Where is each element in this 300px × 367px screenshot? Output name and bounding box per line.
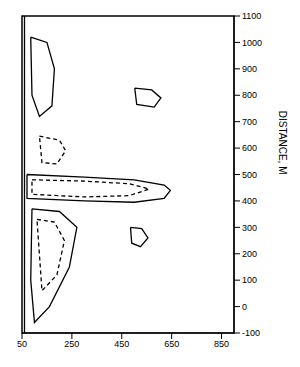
svg-text:300: 300 bbox=[242, 223, 257, 233]
svg-text:900: 900 bbox=[242, 64, 257, 74]
svg-text:700: 700 bbox=[242, 117, 257, 127]
svg-text:450: 450 bbox=[114, 339, 129, 349]
svg-text:100: 100 bbox=[242, 275, 257, 285]
svg-text:50: 50 bbox=[17, 339, 27, 349]
svg-text:600: 600 bbox=[242, 143, 257, 153]
svg-text:200: 200 bbox=[242, 249, 257, 259]
svg-text:650: 650 bbox=[164, 339, 179, 349]
svg-text:800: 800 bbox=[242, 90, 257, 100]
svg-text:DISTANCE, M: DISTANCE, M bbox=[277, 111, 288, 175]
svg-text:1000: 1000 bbox=[242, 38, 262, 48]
svg-text:1100: 1100 bbox=[242, 11, 261, 21]
svg-text:400: 400 bbox=[242, 196, 257, 206]
svg-text:500: 500 bbox=[242, 170, 257, 180]
svg-text:0: 0 bbox=[242, 302, 247, 312]
svg-text:850: 850 bbox=[214, 339, 229, 349]
svg-text:-100: -100 bbox=[242, 328, 260, 338]
svg-text:250: 250 bbox=[64, 339, 79, 349]
